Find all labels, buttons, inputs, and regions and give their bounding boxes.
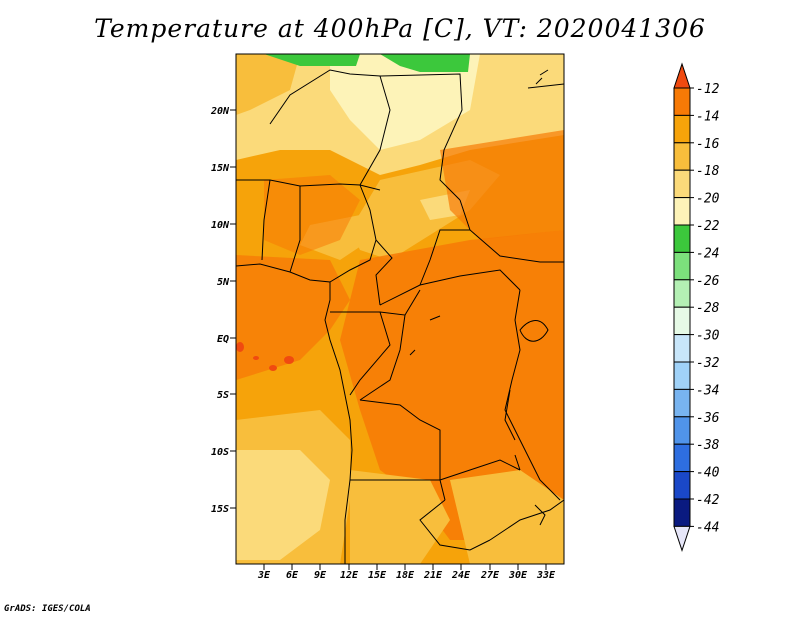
x-tick-label: 27E xyxy=(480,570,500,581)
colorbar-label: -26 xyxy=(696,274,720,289)
colorbar-swatch xyxy=(673,388,691,418)
x-axis: 3E 6E 9E 12E 15E 18E 21E 24E 27E 30E 33E xyxy=(257,564,556,581)
x-tick-label: 9E xyxy=(314,570,327,581)
colorbar-label: -20 xyxy=(696,192,720,207)
colorbar-swatch xyxy=(673,197,691,226)
x-tick-label: 24E xyxy=(451,570,471,581)
colorbar-swatch xyxy=(673,169,691,199)
x-tick-label: 21E xyxy=(423,570,443,581)
colorbar-label: -24 xyxy=(696,246,719,261)
colorbar-label: -42 xyxy=(696,493,720,508)
colorbar-swatch xyxy=(673,471,691,500)
colorbar-swatch xyxy=(673,416,691,445)
y-tick-label: 5N xyxy=(217,277,230,288)
colorbar-swatch xyxy=(673,114,691,144)
y-tick-label: 10N xyxy=(211,220,230,231)
colorbar-swatch xyxy=(673,251,691,281)
colorbar-swatch xyxy=(673,142,691,171)
colorbar-label: -32 xyxy=(696,356,720,371)
x-tick-label: 15E xyxy=(368,570,387,581)
colorbar: -12 -14 -16 -18 -20 -22 -24 -26 -28 -30 -32 -34 -36 -… xyxy=(673,62,720,552)
colorbar-label: -12 xyxy=(696,82,720,97)
colorbar-label: -28 xyxy=(696,301,720,316)
x-tick-label: 6E xyxy=(286,570,299,581)
colorbar-label: -44 xyxy=(696,520,719,535)
x-tick-label: 12E xyxy=(340,570,359,581)
y-tick-label: 10S xyxy=(211,447,229,458)
colorbar-swatch xyxy=(673,279,691,308)
y-axis: 20N 15N 10N 5N EQ 5S 10S 15S xyxy=(210,106,236,515)
colorbar-label: -40 xyxy=(696,466,720,481)
colorbar-swatch xyxy=(673,361,691,390)
x-tick-label: 33E xyxy=(536,570,556,581)
colorbar-bottom-arrow xyxy=(673,525,691,552)
x-tick-label: 3E xyxy=(257,570,271,581)
colorbar-label: -16 xyxy=(696,137,720,152)
colorbar-label: -22 xyxy=(696,219,720,234)
colorbar-swatch xyxy=(673,306,691,336)
colorbar-label: -18 xyxy=(696,164,720,179)
y-tick-label: EQ xyxy=(217,334,229,345)
y-tick-label: 15N xyxy=(211,163,230,174)
y-tick-label: 15S xyxy=(211,504,229,515)
x-tick-label: 18E xyxy=(396,570,415,581)
chart-title: Temperature at 400hPa [C], VT: 202004130… xyxy=(94,14,706,43)
colorbar-label: -34 xyxy=(696,383,719,398)
colorbar-label: -36 xyxy=(696,411,720,426)
grads-credit: GrADS: IGES/COLA xyxy=(4,604,91,614)
colorbar-swatch xyxy=(673,498,691,527)
country-borders xyxy=(236,69,564,564)
colorbar-swatch xyxy=(673,224,691,253)
x-tick-label: 30E xyxy=(508,570,528,581)
colorbar-label: -30 xyxy=(696,329,720,344)
colorbar-swatch xyxy=(673,443,691,473)
y-tick-label: 20N xyxy=(210,106,230,117)
colorbar-label: -14 xyxy=(696,109,719,124)
colorbar-label: -38 xyxy=(696,438,720,453)
colorbar-top-arrow xyxy=(673,62,691,89)
y-tick-label: 5S xyxy=(217,390,229,401)
temperature-field xyxy=(236,54,564,564)
colorbar-swatch xyxy=(673,334,691,363)
colorbar-swatch xyxy=(673,87,691,116)
map-frame xyxy=(235,53,565,565)
